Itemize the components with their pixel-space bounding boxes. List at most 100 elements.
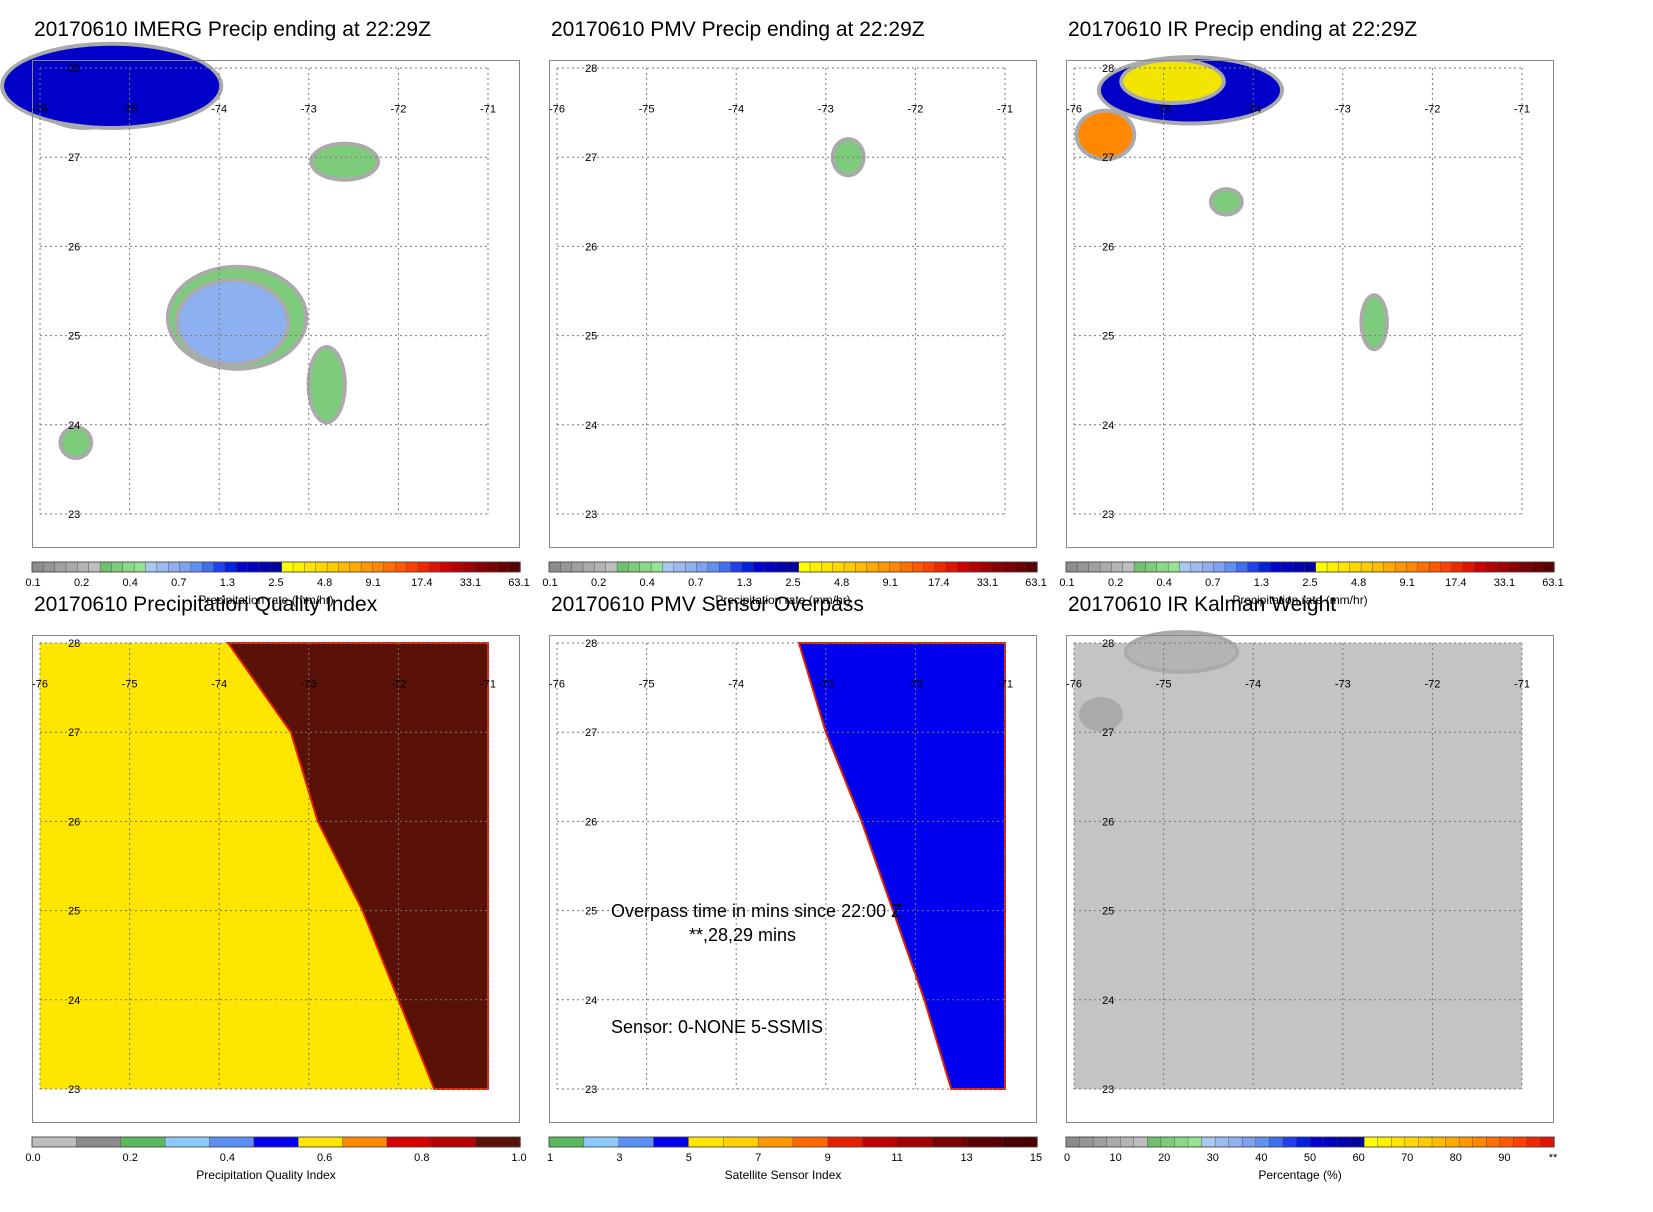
colorbar-swatch — [1463, 561, 1476, 573]
colorbar-swatch — [688, 1136, 724, 1148]
panel-quality-index: 20170610 Precipitation Quality Index -76… — [25, 593, 532, 1183]
colorbar-swatch — [54, 561, 67, 573]
colorbar-swatch — [1360, 561, 1374, 573]
colorbar-swatch — [326, 561, 340, 573]
colorbar-tick-label: 0.2 — [123, 1152, 138, 1164]
lon-tick-label: -74 — [728, 679, 744, 691]
colorbar-swatch — [662, 561, 675, 573]
colorbar-swatch — [1474, 561, 1487, 573]
lon-tick-label: -71 — [1514, 679, 1530, 691]
precip-blob — [1212, 191, 1240, 213]
colorbar-tick-label: 70 — [1401, 1152, 1413, 1164]
lon-tick-label: -71 — [480, 104, 496, 116]
colorbar-swatch — [1326, 561, 1340, 573]
colorbar-swatch — [258, 561, 272, 573]
colorbar-swatch — [1499, 1136, 1515, 1148]
colorbar-swatch — [475, 1136, 521, 1148]
lat-tick-label: 25 — [1102, 906, 1114, 918]
colorbar-tick-label: 0 — [1064, 1152, 1070, 1164]
colorbar-tick-label: 0.7 — [1205, 577, 1220, 589]
colorbar-swatch — [1255, 1136, 1271, 1148]
lon-tick-label: -76 — [549, 104, 565, 116]
colorbar-swatch — [968, 561, 981, 573]
colorbar-tick-label: 0.2 — [74, 577, 89, 589]
colorbar-swatch — [583, 1136, 620, 1148]
colorbar-swatch — [145, 561, 158, 573]
colorbar-swatch — [980, 561, 993, 573]
lat-tick-label: 23 — [1102, 1084, 1114, 1096]
colorbar-swatch — [164, 1136, 211, 1148]
colorbar-tick-label: 0.4 — [220, 1152, 235, 1164]
colorbar-tick-label: 33.1 — [460, 577, 481, 589]
lat-tick-label: 23 — [585, 1084, 597, 1096]
colorbar-swatch — [1391, 1136, 1406, 1148]
colorbar-swatch — [1404, 1136, 1420, 1148]
colorbar-swatch — [1079, 1136, 1094, 1148]
colorbar-swatch — [202, 561, 215, 573]
map-plot: -76 -75 -74 -73 -72 -71 28 27 26 25 24 23 — [0, 41, 520, 548]
colorbar-swatch — [77, 561, 90, 573]
colorbar-swatch — [707, 561, 720, 573]
colorbar-swatch — [1224, 561, 1237, 573]
colorbar-swatch — [775, 561, 789, 573]
colorbar-swatch — [1336, 1136, 1352, 1148]
colorbar-tick-label: 10 — [1109, 1152, 1121, 1164]
lon-tick-label: -75 — [1156, 679, 1172, 691]
colorbar-tick-label: 17.4 — [1445, 577, 1466, 589]
colorbar-swatch — [1133, 1136, 1149, 1148]
colorbar-swatch — [877, 561, 891, 573]
colorbar-swatch — [897, 1136, 934, 1148]
field-fill — [1074, 643, 1522, 1089]
colorbar-swatch — [1190, 561, 1203, 573]
colorbar-swatch — [1304, 561, 1317, 573]
colorbar-swatch — [431, 1136, 477, 1148]
colorbar-tick-label: 20 — [1158, 1152, 1170, 1164]
lon-tick-label: -74 — [211, 104, 227, 116]
colorbar-swatch — [605, 561, 618, 573]
colorbar-swatch — [862, 1136, 899, 1148]
lat-tick-label: 24 — [68, 420, 80, 432]
colorbar-swatch — [65, 561, 79, 573]
colorbar-frame — [1065, 561, 1555, 573]
colorbar-swatch — [1383, 561, 1396, 573]
lat-tick-label: 24 — [585, 420, 597, 432]
colorbar-swatch — [120, 1136, 166, 1148]
colorbar-swatch — [932, 1136, 968, 1148]
colorbar-swatch — [122, 561, 135, 573]
lat-tick-label: 24 — [68, 995, 80, 1007]
colorbar-swatch — [99, 561, 113, 573]
colorbar-swatch — [684, 561, 698, 573]
colorbar-swatch — [342, 1136, 388, 1148]
colorbar-swatch — [548, 561, 562, 573]
colorbar-frame — [31, 561, 521, 573]
lat-tick-label: 28 — [1102, 63, 1114, 75]
colorbar-swatch — [757, 1136, 794, 1148]
colorbar-swatch — [1099, 561, 1113, 573]
colorbar-swatch — [911, 561, 925, 573]
panel-title: 20170610 IMERG Precip ending at 22:29Z — [34, 18, 431, 41]
colorbar-tick-label: 2.5 — [785, 577, 800, 589]
lat-tick-label: 27 — [585, 152, 597, 164]
colorbar-tick-label: 60 — [1352, 1152, 1364, 1164]
colorbar-swatch — [1077, 561, 1090, 573]
plot-frame — [549, 635, 1037, 1123]
colorbar-tick-label: 9.1 — [883, 577, 898, 589]
colorbar-swatch — [1309, 1136, 1325, 1148]
colorbar-swatch — [1281, 561, 1294, 573]
precip-blob — [1127, 634, 1236, 670]
lat-tick-label: 24 — [1102, 995, 1114, 1007]
colorbar-swatch — [1228, 1136, 1243, 1148]
lat-tick-label: 25 — [585, 906, 597, 918]
colorbar-tick-label: 80 — [1450, 1152, 1462, 1164]
colorbar-swatch — [923, 561, 936, 573]
colorbar-swatch — [1540, 1136, 1555, 1148]
map-plot: -76 -75 -74 -73 -72 -71 28 27 26 25 24 23 — [32, 635, 520, 1123]
colorbar-swatch — [1179, 561, 1192, 573]
colorbar-tick-label: 0.6 — [317, 1152, 332, 1164]
colorbar-label: Percentage (%) — [1258, 1168, 1341, 1182]
map-plot: -76 -75 -74 -73 -72 -71 28 27 26 25 24 23 — [549, 60, 1037, 548]
colorbar-swatch — [485, 561, 499, 573]
panel-imerg: 20170610 IMERG Precip ending at 22:29Z -… — [0, 18, 532, 608]
colorbar-tick-label: 63.1 — [1542, 577, 1563, 589]
